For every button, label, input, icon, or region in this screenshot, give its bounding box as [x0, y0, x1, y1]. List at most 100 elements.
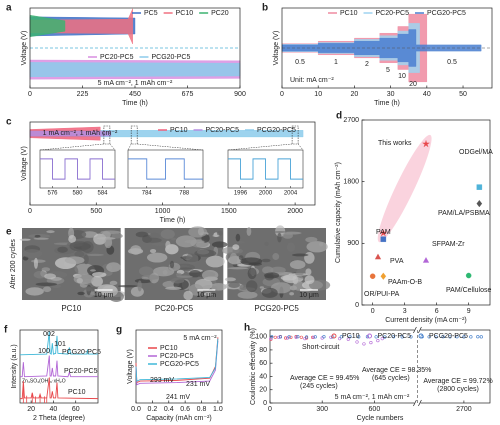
sem-texture: [305, 268, 312, 276]
sem-texture: [304, 252, 315, 264]
point-label: PVA: [390, 258, 404, 265]
data-point: [362, 342, 366, 346]
sem-texture: [246, 280, 258, 293]
sem-texture: [261, 287, 278, 298]
inset-line: [128, 158, 203, 180]
x-tick-label: 50: [459, 91, 467, 98]
sem-texture: [229, 252, 238, 265]
data-point: [422, 257, 430, 263]
sem-texture: [109, 280, 118, 286]
data-point: [299, 335, 303, 339]
sem-texture: [130, 245, 142, 255]
break-mark: [418, 399, 422, 407]
sem-texture: [264, 272, 280, 279]
x-tick-label: 2000: [287, 208, 303, 215]
sem-texture: [135, 231, 149, 238]
sem-texture: [216, 230, 223, 237]
inset-tick-label: 2004: [284, 191, 298, 197]
panel-label: h: [244, 323, 250, 334]
highlight-ellipse: [377, 134, 432, 243]
sem-texture: [33, 257, 38, 269]
sem-texture: [162, 270, 168, 275]
panel-label: d: [336, 111, 342, 122]
data-point: [380, 236, 387, 242]
y-tick-label: 2700: [343, 117, 359, 124]
inset-line: [40, 158, 115, 180]
point-label: SFPAM-Zr: [432, 241, 465, 248]
sem-texture: [57, 246, 68, 253]
sem-texture: [64, 256, 85, 265]
data-point: [337, 337, 342, 341]
data-line: [20, 355, 98, 378]
sem-texture: [304, 275, 315, 285]
legend-label: PC20-PC5: [378, 333, 412, 340]
data-point: [455, 335, 459, 339]
data-point: [311, 335, 316, 339]
data-point: [409, 335, 413, 339]
sem-texture: [262, 266, 274, 274]
sem-texture: [19, 238, 31, 241]
x-tick-label: 0.4: [164, 406, 174, 413]
sem-texture: [170, 237, 177, 241]
zoom-connector: [127, 143, 132, 151]
sem-texture: [236, 241, 246, 244]
x-tick-label: 675: [182, 91, 194, 98]
inset-tick-label: 788: [179, 191, 190, 197]
y-axis-label: Coulombic effectivity (%): [250, 328, 257, 405]
annotation: (245 cycles): [300, 383, 338, 390]
sem-texture: [238, 255, 244, 261]
data-point: [380, 272, 387, 280]
annotation: 100: [38, 348, 50, 355]
panel-label: g: [116, 325, 122, 336]
x-tick-label: 30: [387, 91, 395, 98]
data-point: [383, 335, 387, 339]
sem-texture: [224, 277, 236, 282]
y-tick-label: 40: [259, 373, 267, 380]
data-point: [422, 139, 430, 148]
sem-texture: [203, 292, 213, 297]
point-label: PAM/LA/PSBMA: [438, 210, 490, 217]
scale-label: 10 μm: [299, 292, 319, 299]
annotation: 241 mV: [166, 394, 190, 401]
annotation: (645 cycles): [372, 375, 410, 382]
annotation: 20: [409, 81, 417, 88]
sem-texture: [240, 257, 263, 266]
sem-texture: [212, 234, 220, 237]
series-label: PC20-PC5: [64, 368, 98, 375]
annotation: Average CE = 98.35%: [362, 367, 431, 374]
sem-texture: [211, 241, 228, 248]
break-mark: [413, 399, 417, 407]
voltage-band: [281, 29, 482, 67]
data-point: [348, 335, 352, 339]
sem-texture: [170, 277, 185, 284]
y-tick-label: 80: [259, 347, 267, 354]
data-point: [476, 199, 483, 208]
inset-tick-label: 580: [72, 191, 83, 197]
sem-texture: [237, 291, 258, 299]
data-point: [294, 335, 298, 339]
y-tick-label: 1800: [343, 179, 359, 186]
sem-texture: [239, 284, 248, 291]
data-line: [135, 338, 219, 382]
sem-texture: [74, 251, 85, 258]
legend-label: PCG20-PC5: [429, 333, 468, 340]
panel-label: f: [4, 325, 8, 336]
sem-texture: [69, 241, 90, 252]
sem-texture: [186, 252, 199, 265]
sem-texture: [25, 287, 44, 296]
legend-label: PCG20-PC5: [151, 54, 190, 61]
sem-texture: [130, 286, 144, 297]
sem-texture: [289, 260, 306, 270]
data-point: [304, 335, 309, 339]
legend-label: PC10: [342, 333, 360, 340]
x-axis-label: Cycle numbers: [357, 415, 404, 422]
x-tick-label: 1.0: [213, 406, 223, 413]
point-label: PAAm-O-B: [388, 279, 422, 286]
sem-texture: [146, 252, 168, 263]
data-point: [376, 339, 380, 343]
y-axis-label: Intensity (a.u.): [11, 344, 18, 388]
sem-texture: [35, 282, 58, 287]
sem-texture: [188, 283, 204, 296]
